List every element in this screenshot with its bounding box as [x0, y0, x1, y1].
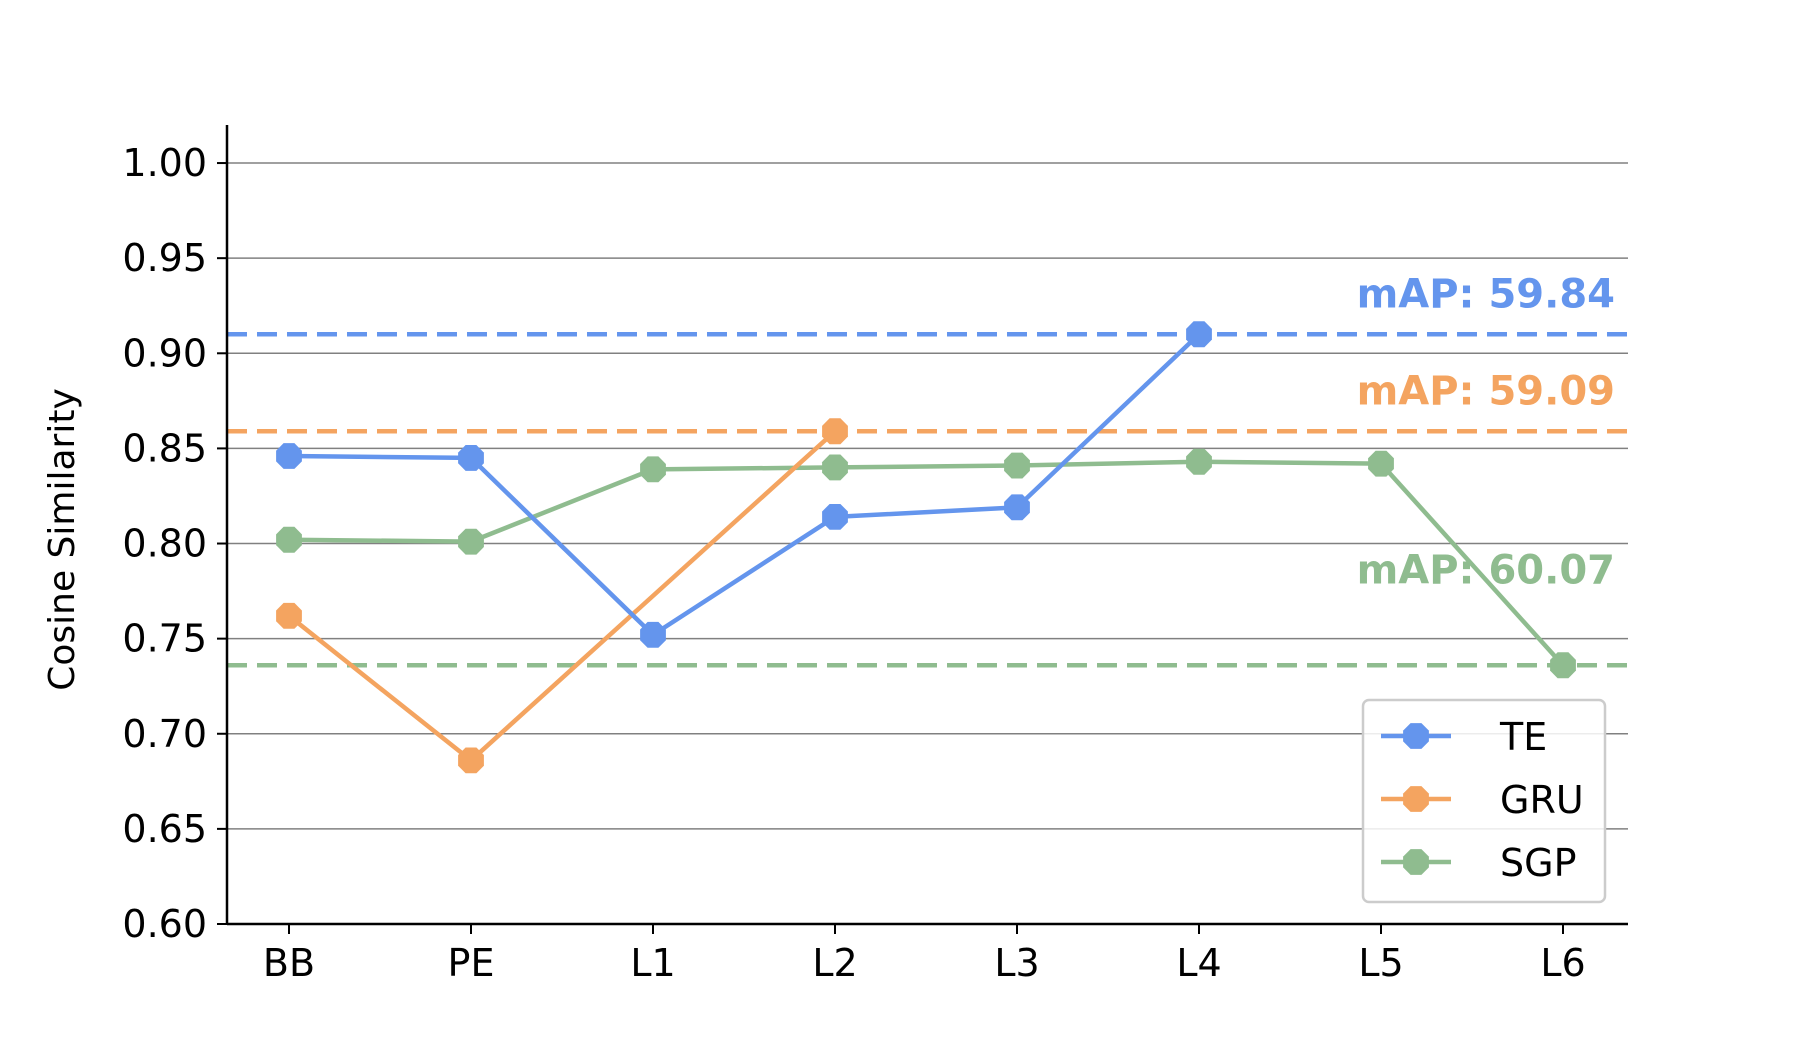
data-point-sgp [1550, 652, 1576, 679]
x-tick-label: L1 [630, 941, 675, 985]
map-annotation: mAP: 60.07 [1357, 547, 1615, 593]
data-point-te [822, 504, 848, 530]
legend-label: GRU [1500, 778, 1584, 822]
y-tick-label: 0.65 [122, 807, 207, 851]
legend-swatch-marker [1403, 786, 1429, 812]
x-tick-label: PE [448, 941, 495, 985]
series-lines [276, 321, 1576, 774]
series-line-sgp [288, 459, 1565, 667]
data-point-sgp [1186, 448, 1212, 475]
reference-lines [227, 332, 1628, 668]
map-annotations: mAP: 59.84 mAP: 59.09 mAP: 60.07 [1357, 271, 1615, 593]
y-tick-labels: 0.60 0.65 0.70 0.75 0.80 0.85 0.90 0.95 1.00 [122, 141, 207, 946]
series-line-te [288, 332, 1201, 638]
map-annotation: mAP: 59.09 [1357, 368, 1615, 414]
legend-label: SGP [1500, 841, 1576, 885]
data-point-te [458, 445, 484, 471]
x-tick-labels: BB PE L1 L2 L3 L4 L5 L6 [263, 941, 1586, 985]
axes [217, 125, 1628, 934]
series-line-gru [287, 429, 837, 763]
y-tick-label: 0.95 [122, 236, 207, 280]
y-tick-label: 0.80 [122, 522, 207, 566]
y-tick-label: 0.85 [122, 426, 207, 470]
x-tick-label: L5 [1358, 941, 1403, 985]
data-point-sgp [276, 526, 302, 553]
x-tick-label: L2 [812, 941, 857, 985]
data-point-sgp [458, 528, 484, 555]
data-point-sgp [1004, 452, 1030, 479]
data-point-sgp [1368, 450, 1394, 477]
data-point-te [1186, 321, 1212, 348]
y-tick-label: 1.00 [122, 141, 207, 185]
legend: TE GRU SGP [1361, 698, 1607, 904]
data-point-gru [276, 602, 302, 629]
x-tick-label: L3 [994, 941, 1039, 985]
data-point-te [640, 621, 666, 648]
data-point-gru [822, 418, 848, 445]
x-tick-label: L6 [1540, 941, 1585, 985]
y-tick-label: 0.90 [122, 331, 207, 375]
legend-label: TE [1499, 715, 1547, 759]
legend-swatch-marker [1403, 849, 1429, 875]
y-axis-title: Cosine Similarity [42, 388, 83, 691]
data-point-te [276, 443, 302, 469]
x-tick-label: BB [263, 941, 315, 985]
y-tick-label: 0.75 [122, 617, 207, 661]
y-tick-label: 0.70 [122, 712, 207, 756]
data-point-gru [458, 747, 484, 774]
map-annotation: mAP: 59.84 [1357, 271, 1615, 317]
data-point-sgp [640, 456, 666, 483]
y-tick-label: 0.60 [122, 902, 207, 946]
data-point-te [1004, 494, 1030, 521]
data-point-sgp [822, 454, 848, 481]
x-tick-label: L4 [1176, 941, 1221, 985]
legend-swatch-marker [1403, 723, 1429, 749]
